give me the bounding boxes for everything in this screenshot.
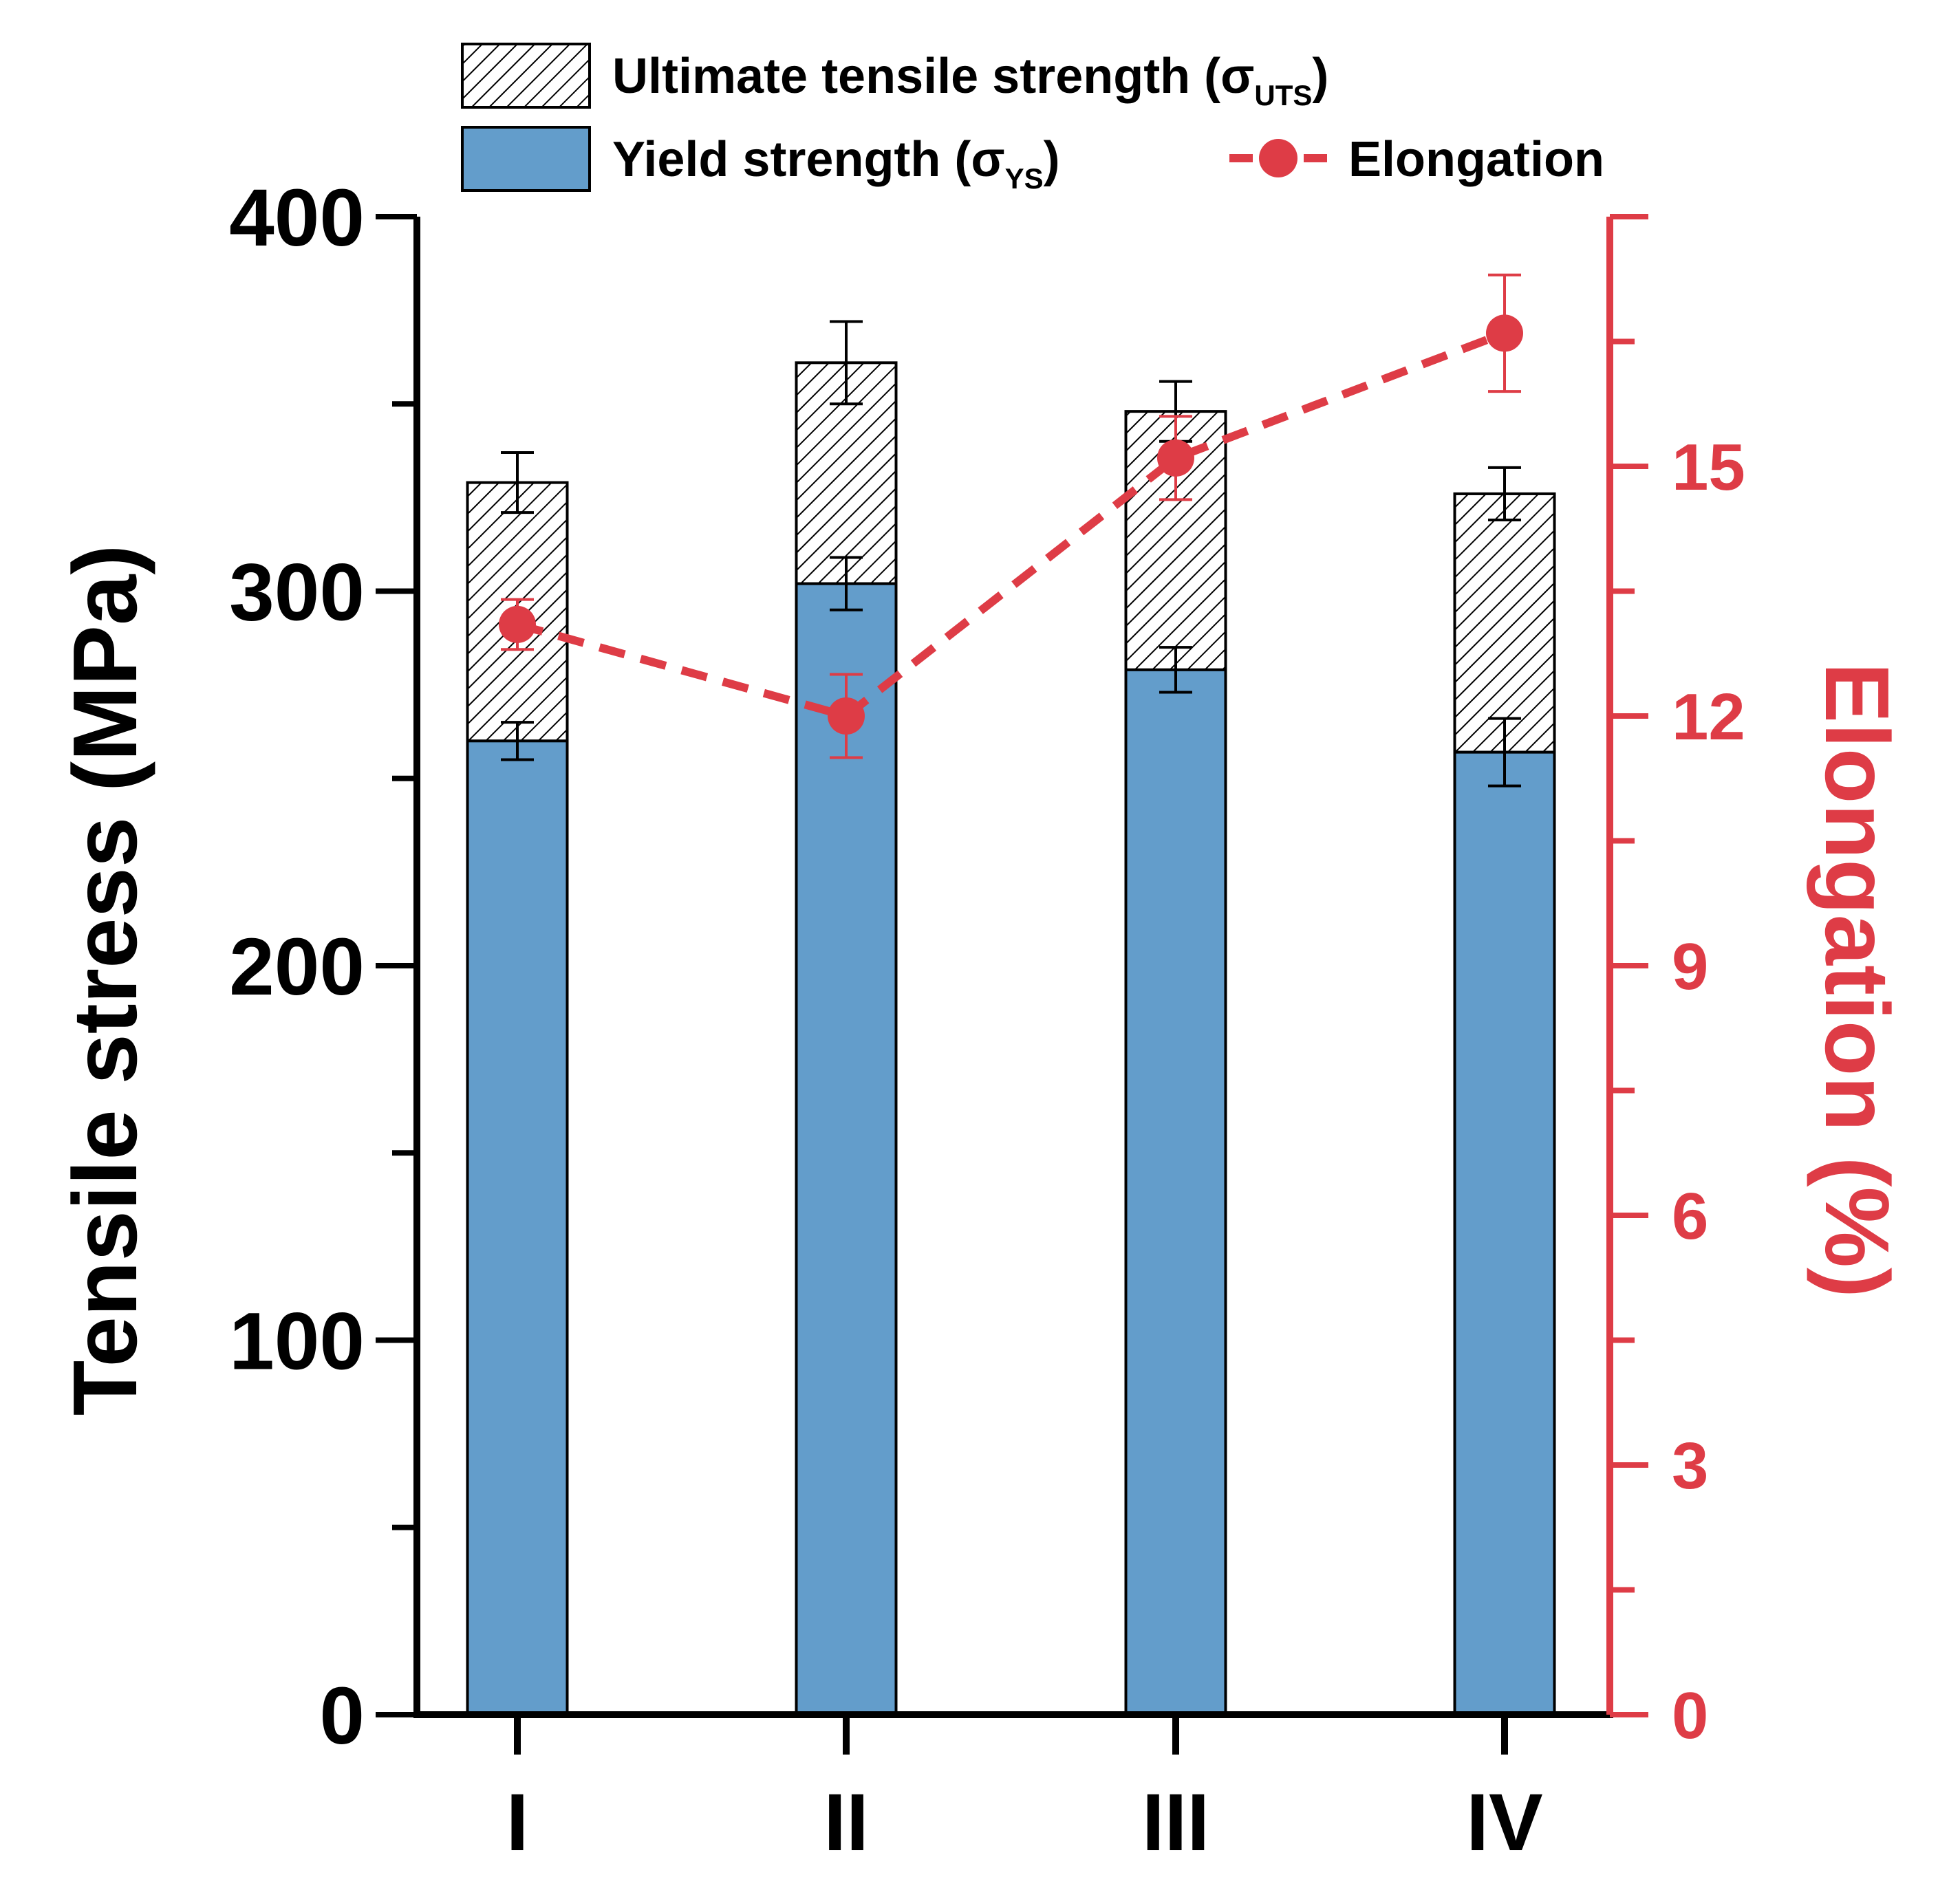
- legend-ys-swatch: [461, 126, 591, 192]
- elongation-line: [516, 329, 1507, 721]
- legend-uts-label: Ultimate tensile strength (σUTS): [612, 49, 1328, 111]
- bar-ys-I: [466, 739, 569, 1716]
- x-tick-label-II: II: [823, 1777, 869, 1868]
- legend-elongation-marker: [1259, 139, 1297, 177]
- legend-uts-swatch: [461, 43, 591, 109]
- y2-tick-label-9: 9: [1672, 930, 1708, 1003]
- y2-tick-label-6: 6: [1672, 1180, 1708, 1253]
- elongation-point-I: [499, 605, 536, 643]
- y-tick-label-100: 100: [229, 1296, 365, 1387]
- y-tick-label-200: 200: [229, 922, 365, 1012]
- elongation-point-II: [828, 697, 865, 735]
- x-tick-label-III: III: [1142, 1777, 1209, 1868]
- y2-tick-label-3: 3: [1672, 1429, 1708, 1503]
- y2-tick-label-0: 0: [1672, 1679, 1708, 1753]
- y-tick-label-0: 0: [319, 1671, 365, 1761]
- bar-uts-IV: [1453, 492, 1556, 754]
- bar-ys-III: [1124, 668, 1227, 1716]
- y-tick-label-300: 300: [229, 547, 365, 638]
- elongation-point-III: [1157, 439, 1194, 477]
- y2-tick-label-15: 15: [1672, 431, 1745, 504]
- legend-elongation-label: Elongation: [1348, 132, 1604, 187]
- y2-tick-label-12: 12: [1672, 680, 1745, 754]
- y-tick-label-400: 400: [229, 173, 365, 263]
- y-axis-title: Tensile stress (MPa): [54, 545, 155, 1416]
- x-tick-label-I: I: [506, 1777, 529, 1868]
- x-tick-label-IV: IV: [1466, 1777, 1543, 1868]
- elongation-point-IV: [1486, 314, 1523, 352]
- y2-axis-title: Elongation (%): [1807, 662, 1908, 1298]
- legend: Ultimate tensile strength (σUTS) Yield s…: [461, 43, 1604, 195]
- bar-ys-IV: [1453, 750, 1556, 1716]
- legend-ys-label: Yield strength (σYS): [612, 132, 1060, 195]
